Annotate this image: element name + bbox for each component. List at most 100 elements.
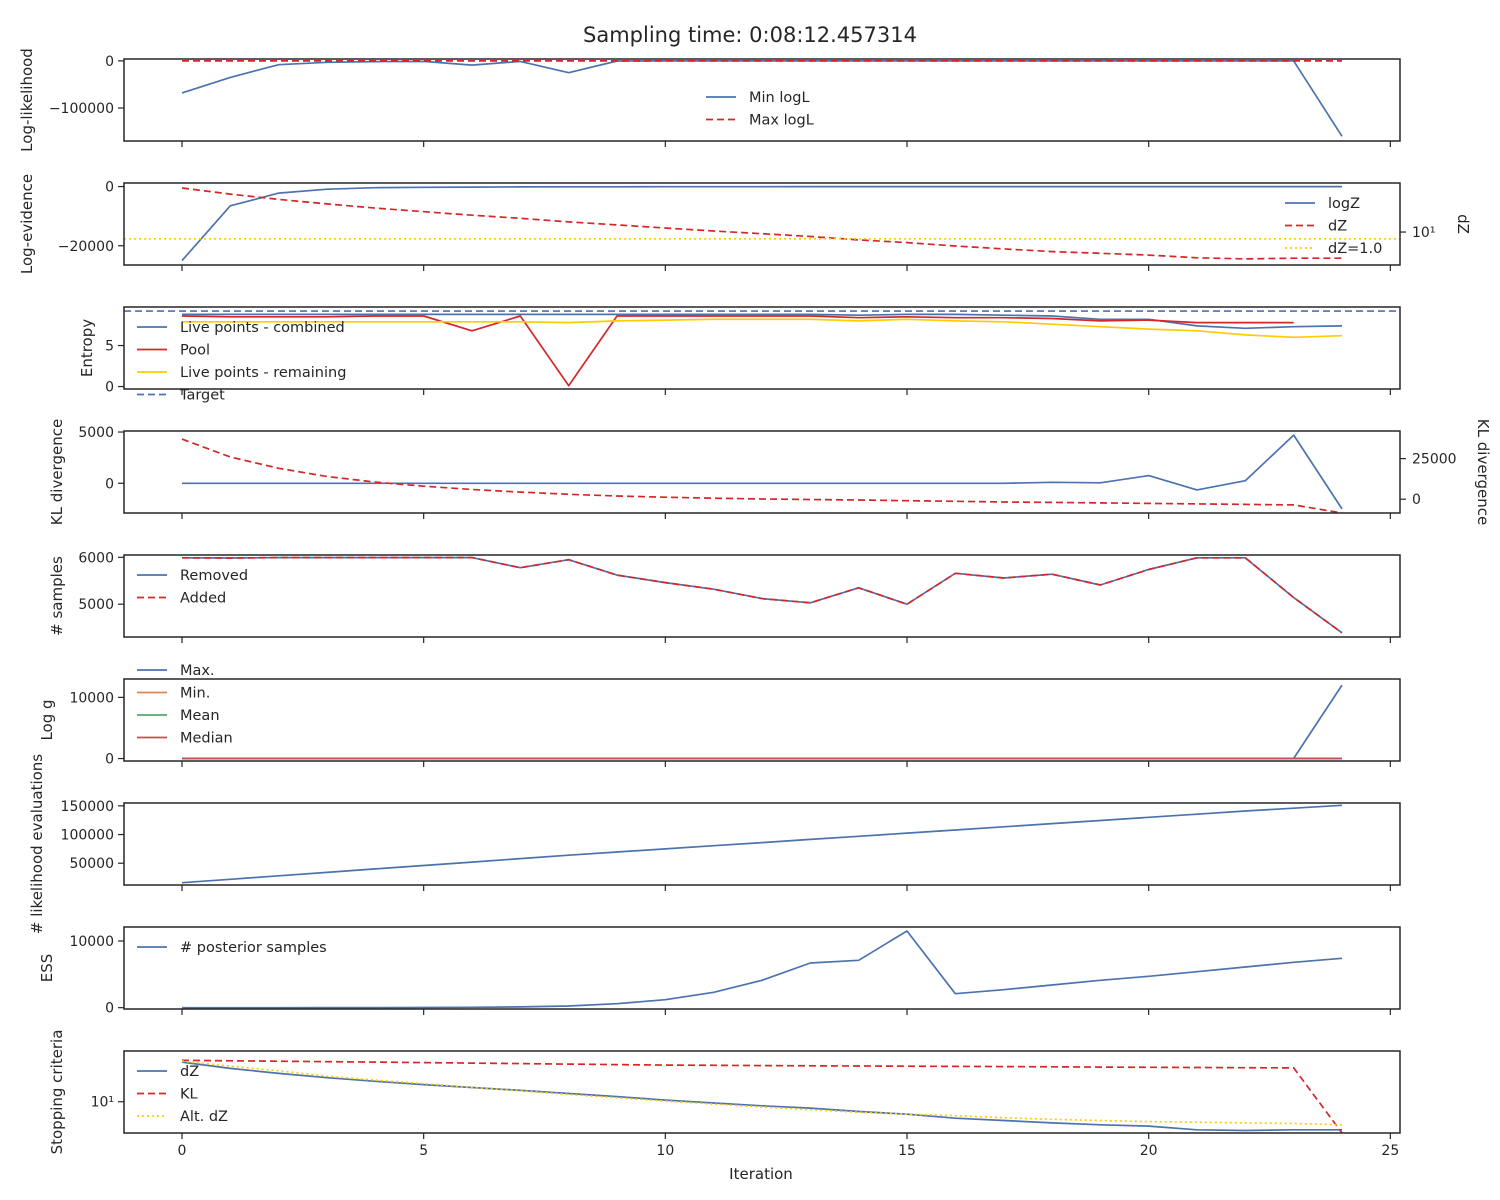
panel-7: 150000 100000 50000 # likelihood evaluation… <box>28 754 1401 934</box>
y-axis-label: Log-likelihood <box>18 48 36 152</box>
x-tick-label: 25 <box>1381 1143 1399 1159</box>
series-line-kl <box>181 1059 1343 1133</box>
panel-2: 0 −20000 10¹ Log-evidence dZ logZ dZ dZ=1.0 <box>18 174 1472 274</box>
legend-label: dZ=1.0 <box>1328 241 1382 257</box>
y-axis-label: # likelihood evaluations <box>28 754 46 934</box>
y-axis-label: KL divergence <box>48 419 66 525</box>
plot-area <box>181 804 1343 884</box>
right-y-axis-label: KL divergence <box>1474 419 1492 525</box>
y-tick-label: −100000 <box>49 101 114 117</box>
y-tick-label: 100000 <box>61 828 114 844</box>
legend: Max. Min. Mean Median <box>137 663 233 747</box>
figure-title: Sampling time: 0:08:12.457314 <box>583 23 917 47</box>
legend-label: Target <box>179 388 225 404</box>
y-tick-label: 0 <box>105 54 114 70</box>
series-line-pool <box>181 315 1294 387</box>
y-tick-label: 5 <box>105 339 114 355</box>
legend-label: Live points - combined <box>180 320 345 336</box>
legend-label: dZ <box>1328 219 1347 235</box>
plot-frame <box>123 802 1401 886</box>
series-line-0 <box>181 804 1343 884</box>
legend: logZ dZ dZ=1.0 <box>1285 196 1382 257</box>
y-tick-label: 10¹ <box>91 1095 114 1111</box>
series-line-added <box>181 556 1343 634</box>
panel-9: 10¹ 0 5 10 15 20 25 Stopping criteria dZ KL Alt. d… <box>48 1030 1401 1159</box>
series-line-logz <box>181 185 1342 262</box>
y-axis-label: Log g <box>38 699 56 740</box>
legend-label: Live points - remaining <box>180 365 346 381</box>
x-tick-label: 10 <box>656 1143 674 1159</box>
series-line-max- <box>182 684 1343 760</box>
legend-label: Mean <box>180 708 220 724</box>
y-tick-label: 150000 <box>61 799 114 815</box>
plot-frame <box>123 430 1401 514</box>
plot-area <box>182 684 1343 760</box>
panels: 0 −100000 Log-likelihood Min logL Max logL 0 −… <box>18 48 1492 1159</box>
panel-5: 6000 5000 # samples Removed Added <box>48 550 1401 643</box>
plot-frame <box>123 306 1401 390</box>
legend-label: Pool <box>180 343 210 359</box>
series-line-alt-dz <box>181 1060 1343 1126</box>
panel-6: 10000 0 Log g Max. Min. Mean Median <box>38 663 1401 768</box>
legend-label: Median <box>180 731 233 747</box>
y-tick-label: 5000 <box>78 425 114 441</box>
series-line-removed <box>181 556 1343 634</box>
series-line-0 <box>182 434 1343 510</box>
y-tick-label: 0 <box>105 476 114 492</box>
x-tick-label: 5 <box>419 1143 428 1159</box>
panel-8: 10000 0 ESS # posterior samples <box>38 926 1401 1017</box>
legend: Removed Added <box>137 568 248 607</box>
plot-frame <box>123 678 1401 762</box>
right-y-axis-label: dZ <box>1454 214 1472 234</box>
plot-area <box>182 930 1343 1009</box>
x-tick-label: 15 <box>898 1143 916 1159</box>
plot-area <box>181 434 1343 513</box>
plot-frame <box>123 1050 1401 1134</box>
right-y-tick-label: 0 <box>1412 492 1421 508</box>
legend-label: Added <box>180 591 226 607</box>
legend-label: Max. <box>180 663 215 679</box>
y-tick-label: 10000 <box>69 690 114 706</box>
plot-frame <box>123 182 1401 266</box>
legend-label: Min logL <box>749 90 810 106</box>
legend: Live points - combined Pool Live points - … <box>137 320 346 404</box>
x-tick-label: 0 <box>178 1143 187 1159</box>
plot-frame <box>123 554 1401 638</box>
plot-area <box>181 1059 1343 1133</box>
y-tick-label: 0 <box>105 180 114 196</box>
plot-area <box>181 556 1343 634</box>
plot-area <box>124 310 1400 387</box>
series-line-dz <box>181 187 1342 260</box>
plot-area <box>181 60 1343 137</box>
series-line-1 <box>181 438 1343 513</box>
x-tick-label: 20 <box>1140 1143 1158 1159</box>
legend-label: Min. <box>180 686 210 702</box>
legend-label: Max logL <box>749 113 814 129</box>
legend-label: # posterior samples <box>180 940 327 956</box>
legend-label: Alt. dZ <box>180 1109 228 1125</box>
y-axis-label: # samples <box>48 556 66 636</box>
legend: dZ KL Alt. dZ <box>137 1064 228 1125</box>
legend-label: KL <box>180 1087 198 1103</box>
legend: Min logL Max logL <box>706 90 814 129</box>
series-line--posterior-samples <box>182 930 1343 1009</box>
right-y-tick-label: 10¹ <box>1412 225 1435 241</box>
y-tick-label: 6000 <box>78 550 114 566</box>
y-tick-label: 0 <box>105 380 114 396</box>
plot-area <box>124 185 1400 262</box>
right-y-tick-label: 25000 <box>1412 452 1457 468</box>
y-tick-label: −20000 <box>58 239 114 255</box>
legend-label: logZ <box>1328 196 1360 212</box>
panel-1: 0 −100000 Log-likelihood Min logL Max logL <box>18 48 1401 152</box>
y-axis-label: Entropy <box>78 319 96 377</box>
y-tick-label: 0 <box>105 752 114 768</box>
series-line-live-points-remaining <box>182 318 1343 339</box>
series-line-dz <box>181 1061 1342 1132</box>
y-tick-label: 50000 <box>69 856 114 872</box>
y-axis-label: ESS <box>38 954 56 983</box>
x-axis-label: Iteration <box>729 1165 793 1183</box>
y-tick-label: 5000 <box>78 597 114 613</box>
